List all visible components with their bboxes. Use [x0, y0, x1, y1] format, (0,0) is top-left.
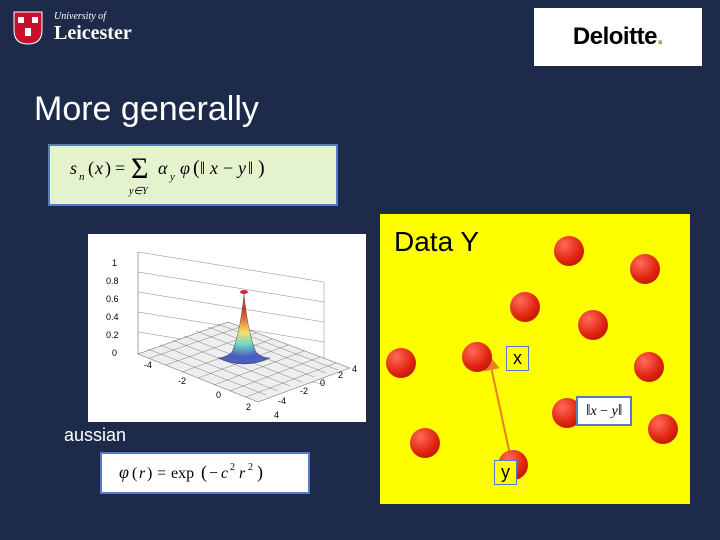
svg-text:-2: -2	[178, 376, 186, 386]
svg-text:=: =	[115, 158, 125, 178]
svg-text:2: 2	[338, 370, 343, 380]
svg-text:): )	[105, 158, 111, 179]
svg-text:1: 1	[112, 258, 117, 268]
norm-formula: ‖x − y‖	[576, 396, 632, 426]
formula-sn: s n ( x ) = Σ y∈Y α y φ ( ‖ x − y ‖ )	[48, 144, 338, 206]
svg-text:2: 2	[246, 402, 251, 412]
data-point	[634, 352, 664, 382]
svg-text:): )	[147, 465, 152, 482]
deloitte-dot-icon: .	[657, 23, 663, 51]
gaussian-3d-plot: 0 0.2 0.4 0.6 0.8 1	[88, 234, 366, 422]
svg-text:s: s	[70, 158, 77, 178]
svg-text:2: 2	[248, 462, 253, 473]
svg-text:2: 2	[230, 462, 235, 473]
university-logo: University of Leicester	[12, 10, 132, 46]
svg-text:y: y	[169, 171, 175, 183]
svg-text:c: c	[221, 465, 228, 482]
svg-text:−: −	[223, 158, 233, 178]
svg-text:4: 4	[352, 364, 357, 374]
data-point	[462, 342, 492, 372]
svg-text:): )	[257, 462, 263, 483]
crest-icon	[12, 10, 44, 46]
svg-text:(: (	[132, 465, 137, 482]
svg-text:(: (	[201, 462, 207, 483]
y-point-label: y	[494, 460, 517, 485]
svg-text:(: (	[88, 158, 94, 179]
svg-text:-4: -4	[144, 360, 152, 370]
data-point	[510, 292, 540, 322]
svg-text:=: =	[157, 465, 166, 482]
data-point	[386, 348, 416, 378]
svg-text:x: x	[209, 158, 218, 178]
svg-text:0: 0	[112, 348, 117, 358]
gaussian-label: aussian	[64, 425, 126, 446]
svg-text:4: 4	[274, 410, 279, 420]
svg-text:φ: φ	[119, 462, 129, 482]
deloitte-logo: Deloitte.	[534, 8, 702, 66]
svg-text:): )	[258, 157, 265, 179]
svg-text:exp: exp	[171, 465, 194, 482]
data-point	[554, 236, 584, 266]
svg-text:0.2: 0.2	[106, 330, 119, 340]
svg-text:0.8: 0.8	[106, 276, 119, 286]
svg-text:φ: φ	[180, 158, 190, 178]
deloitte-text: Deloitte	[573, 23, 657, 51]
svg-text:y∈Y: y∈Y	[128, 186, 149, 197]
data-point	[410, 428, 440, 458]
svg-text:0.4: 0.4	[106, 312, 119, 322]
svg-text:0: 0	[216, 390, 221, 400]
svg-text:‖: ‖	[248, 158, 253, 178]
svg-text:0.6: 0.6	[106, 294, 119, 304]
svg-text:-2: -2	[300, 386, 308, 396]
university-name: Leicester	[54, 23, 132, 44]
header: University of Leicester Deloitte.	[0, 0, 720, 72]
data-point	[648, 414, 678, 444]
svg-text:(: (	[193, 157, 200, 179]
data-panel: Data Y x y ‖x − y‖	[380, 214, 690, 504]
svg-text:r: r	[239, 465, 246, 482]
data-point	[630, 254, 660, 284]
svg-text:0: 0	[320, 378, 325, 388]
svg-text:x: x	[94, 158, 103, 178]
svg-text:n: n	[79, 171, 85, 183]
svg-text:r: r	[139, 465, 146, 482]
data-point	[578, 310, 608, 340]
svg-text:-4: -4	[278, 396, 286, 406]
formula-phi-svg: φ ( r ) = exp ( − c 2 r 2 )	[115, 458, 295, 488]
formula-sn-svg: s n ( x ) = Σ y∈Y α y φ ( ‖ x − y ‖ )	[68, 150, 318, 200]
svg-text:α: α	[158, 158, 168, 178]
svg-text:−: −	[209, 465, 218, 482]
x-point-label: x	[506, 346, 529, 371]
formula-phi: φ ( r ) = exp ( − c 2 r 2 )	[100, 452, 310, 494]
slide-title: More generally	[34, 90, 259, 129]
svg-text:Σ: Σ	[131, 152, 148, 185]
svg-text:‖: ‖	[200, 158, 205, 178]
svg-text:y: y	[236, 158, 246, 178]
